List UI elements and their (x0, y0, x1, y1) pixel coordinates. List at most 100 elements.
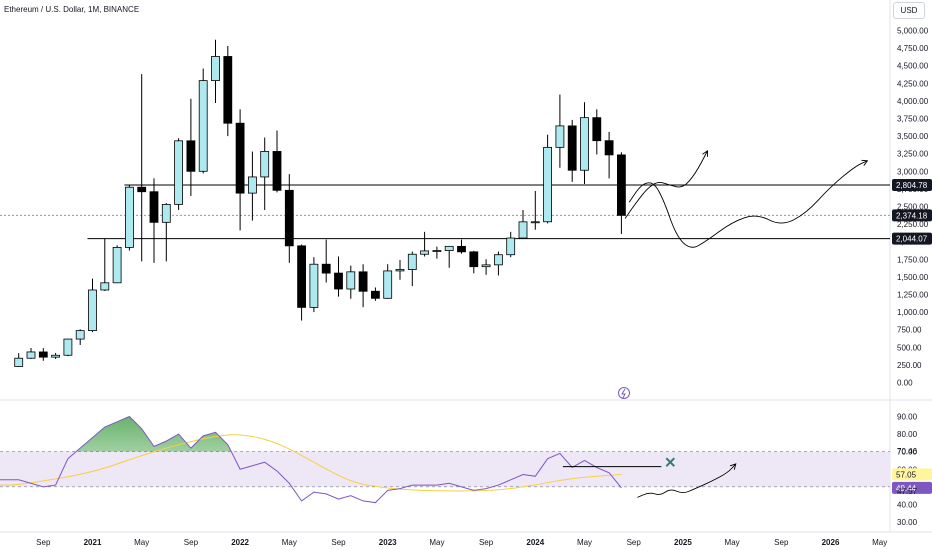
price-tick-label: 4,500.00 (897, 62, 929, 71)
candle-body (88, 289, 97, 332)
candle (309, 257, 319, 313)
candle-body (506, 237, 516, 256)
candle (63, 338, 73, 357)
candle-body (51, 354, 60, 358)
candle-body (444, 245, 454, 251)
axis-label-text: 2,804.78 (896, 181, 928, 190)
candle (567, 119, 577, 182)
candle-body (420, 250, 430, 255)
time-tick-label: 2025 (674, 538, 692, 547)
candle-body (297, 245, 307, 308)
axis-label-bg (892, 481, 932, 494)
candle (407, 251, 417, 287)
candle-body (555, 125, 565, 148)
time-tick-label: Sep (479, 538, 494, 547)
price-tick-label: 4,000.00 (897, 97, 929, 106)
time-tick-label: 2022 (231, 538, 249, 547)
time-tick-label: 2026 (822, 538, 840, 547)
price-level-label: 2,374.18 (892, 209, 932, 222)
candle-body (186, 140, 196, 172)
candle-body (481, 264, 491, 268)
price-tick-label: 4,750.00 (897, 44, 929, 53)
x-marker-icon (665, 457, 676, 467)
axis-label-bg (892, 179, 932, 192)
axis-label-bg (892, 232, 932, 245)
candle (14, 353, 24, 367)
time-tick-label: 2024 (526, 538, 544, 547)
candle (469, 250, 479, 274)
candle-body (100, 282, 110, 291)
rsi-tick-label: 30.00 (897, 518, 918, 527)
candle-body (38, 351, 48, 358)
candle-body (161, 203, 171, 223)
candle (321, 239, 331, 283)
price-tick-label: 4,250.00 (897, 79, 929, 88)
candle (149, 178, 159, 263)
rsi-ma-value-label: 57.05 (892, 468, 932, 481)
candle (38, 348, 48, 361)
candle (247, 151, 257, 221)
candle-body (567, 125, 577, 171)
price-tick-label: 3,500.00 (897, 132, 929, 141)
candle (580, 102, 589, 184)
time-tick-label: Sep (331, 538, 346, 547)
rsi-aux-label: 70.46 (897, 447, 918, 456)
candle-body (198, 80, 208, 172)
candle-body (457, 245, 466, 253)
candle (555, 94, 565, 168)
candle-body (63, 338, 73, 356)
candle (88, 278, 97, 333)
candle (346, 265, 356, 299)
candle-body (530, 221, 540, 224)
candle (186, 98, 196, 196)
time-tick-label: May (429, 538, 444, 547)
candle-body (358, 271, 368, 292)
x-stroke (665, 457, 676, 467)
time-tick-label: May (282, 538, 297, 547)
candle-body (137, 186, 147, 193)
candle (75, 329, 85, 345)
candle (112, 245, 122, 284)
rsi-ma-line (0, 434, 622, 492)
candle-body (174, 140, 184, 205)
candle (297, 244, 307, 321)
candle (604, 131, 614, 179)
rsi-tick-label: 80.00 (897, 430, 918, 439)
time-tick-label: Sep (36, 538, 51, 547)
candle-body (272, 151, 282, 191)
price-tick-label: 3,000.00 (897, 167, 929, 176)
candle (284, 174, 294, 263)
arrowhead (861, 159, 869, 166)
candle (235, 109, 245, 231)
candle (260, 137, 270, 211)
rsi-line (0, 415, 622, 504)
currency-selector[interactable]: USD (893, 2, 925, 19)
candle (395, 260, 405, 280)
rsi-tick-label: 70.00 (897, 448, 918, 457)
candle (26, 348, 36, 359)
candle (506, 231, 516, 258)
candle-body (543, 146, 552, 223)
candle-body (407, 253, 417, 270)
chart-title: Ethereum / U.S. Dollar, 1M, BINANCE (4, 5, 140, 14)
candle (530, 191, 540, 230)
price-tick-label: 1,750.00 (897, 255, 929, 264)
price-tick-label: 2,250.00 (897, 220, 929, 229)
candle-body (211, 56, 220, 82)
price-level-label: 2,044.07 (892, 232, 932, 245)
candle-body (346, 271, 356, 290)
candle-body (284, 189, 294, 247)
candle-body (617, 154, 626, 216)
candle (383, 264, 393, 299)
candle (432, 246, 442, 259)
candle-body (247, 176, 257, 194)
candle (174, 138, 184, 211)
candle (617, 152, 626, 234)
candle-body (125, 186, 134, 248)
candle (592, 109, 602, 155)
lightning-icon (618, 387, 630, 399)
time-tick-label: 2021 (84, 538, 102, 547)
candle (100, 238, 110, 291)
candle (444, 245, 454, 268)
